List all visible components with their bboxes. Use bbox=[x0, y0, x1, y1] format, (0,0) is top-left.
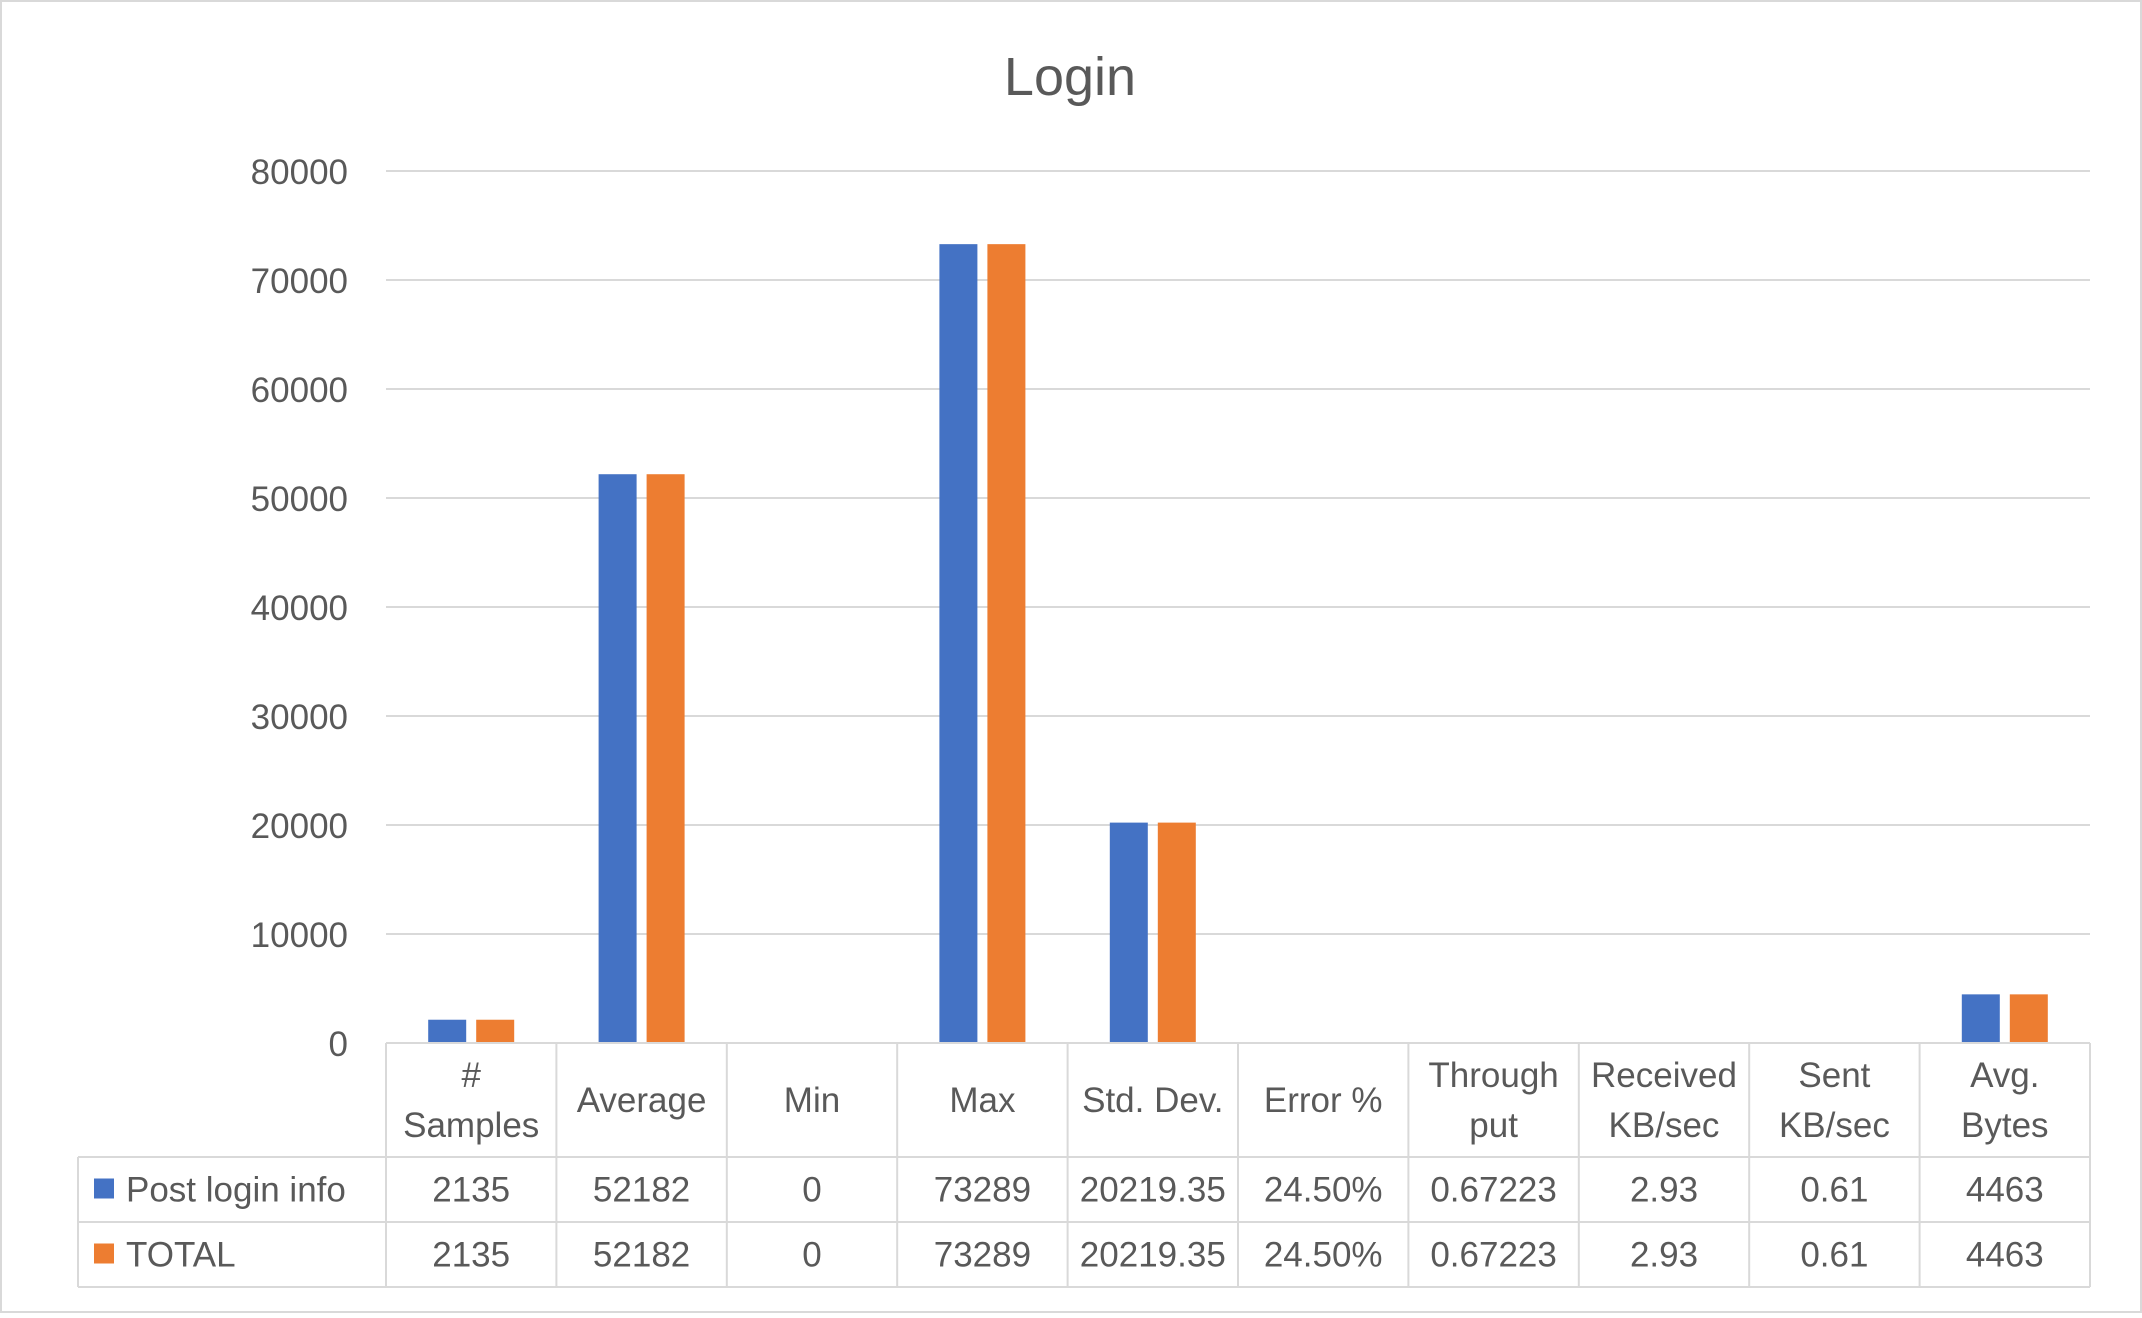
y-tick-label: 0 bbox=[329, 1025, 348, 1064]
category-label: # bbox=[461, 1056, 481, 1095]
y-tick-label: 10000 bbox=[251, 916, 348, 955]
table-cell: 0 bbox=[802, 1171, 821, 1210]
legend-key bbox=[94, 1179, 114, 1199]
y-tick-label: 40000 bbox=[251, 589, 348, 628]
table-cell: 2.93 bbox=[1630, 1171, 1698, 1210]
table-cell: 20219.35 bbox=[1080, 1171, 1226, 1210]
table-cell: 0.61 bbox=[1800, 1236, 1868, 1275]
table-cell: 0.67223 bbox=[1430, 1236, 1557, 1275]
legend-label: Post login info bbox=[126, 1171, 346, 1210]
category-label: Error % bbox=[1264, 1081, 1383, 1120]
table-cell: 0 bbox=[802, 1236, 821, 1275]
y-tick-label: 70000 bbox=[251, 262, 348, 301]
y-tick-label: 60000 bbox=[251, 371, 348, 410]
bar-series1 bbox=[939, 244, 977, 1043]
bar-series2 bbox=[2010, 994, 2048, 1043]
category-label: Through bbox=[1428, 1056, 1558, 1095]
y-tick-label: 30000 bbox=[251, 698, 348, 737]
bar-series1 bbox=[1962, 994, 2000, 1043]
y-axis-ticks: 0 10000 20000 30000 40000 50000 60000 70000 8000… bbox=[251, 153, 348, 1064]
y-tick-label: 20000 bbox=[251, 807, 348, 846]
table-cell: 24.50% bbox=[1264, 1171, 1383, 1210]
bar-series2 bbox=[1158, 823, 1196, 1043]
legend-label: TOTAL bbox=[126, 1236, 236, 1275]
legend-key bbox=[94, 1244, 114, 1264]
table-cell: 2135 bbox=[432, 1171, 510, 1210]
bar-series2 bbox=[476, 1020, 514, 1043]
category-label: Average bbox=[577, 1081, 707, 1120]
bar-series2 bbox=[987, 244, 1025, 1043]
bar-series2 bbox=[647, 474, 685, 1043]
category-label: Received bbox=[1591, 1056, 1737, 1095]
bar-series1 bbox=[1110, 823, 1148, 1043]
category-label: Avg. bbox=[1970, 1056, 2039, 1095]
category-label: put bbox=[1469, 1106, 1518, 1145]
table-cell: 4463 bbox=[1966, 1171, 2044, 1210]
bar-series1 bbox=[599, 474, 637, 1043]
y-tick-label: 80000 bbox=[251, 153, 348, 192]
category-label: KB/sec bbox=[1779, 1106, 1890, 1145]
table-cell: 2.93 bbox=[1630, 1236, 1698, 1275]
category-label: Max bbox=[949, 1081, 1016, 1120]
bar-series1 bbox=[428, 1020, 466, 1043]
category-label: Std. Dev. bbox=[1082, 1081, 1223, 1120]
category-label: Min bbox=[784, 1081, 840, 1120]
category-label: Sent bbox=[1798, 1056, 1870, 1095]
table-cell: 20219.35 bbox=[1080, 1236, 1226, 1275]
table-cell: 73289 bbox=[934, 1236, 1031, 1275]
category-label: Bytes bbox=[1961, 1106, 2049, 1145]
table-cell: 52182 bbox=[593, 1171, 690, 1210]
category-label: Samples bbox=[403, 1106, 539, 1145]
y-tick-label: 50000 bbox=[251, 480, 348, 519]
table-cell: 52182 bbox=[593, 1236, 690, 1275]
table-cell: 0.67223 bbox=[1430, 1171, 1557, 1210]
table-cell: 0.61 bbox=[1800, 1171, 1868, 1210]
table-cell: 2135 bbox=[432, 1236, 510, 1275]
table-cell: 24.50% bbox=[1264, 1236, 1383, 1275]
table-cell: 4463 bbox=[1966, 1236, 2044, 1275]
table-cell: 73289 bbox=[934, 1171, 1031, 1210]
category-label: KB/sec bbox=[1609, 1106, 1720, 1145]
chart-title: Login bbox=[1004, 47, 1136, 107]
